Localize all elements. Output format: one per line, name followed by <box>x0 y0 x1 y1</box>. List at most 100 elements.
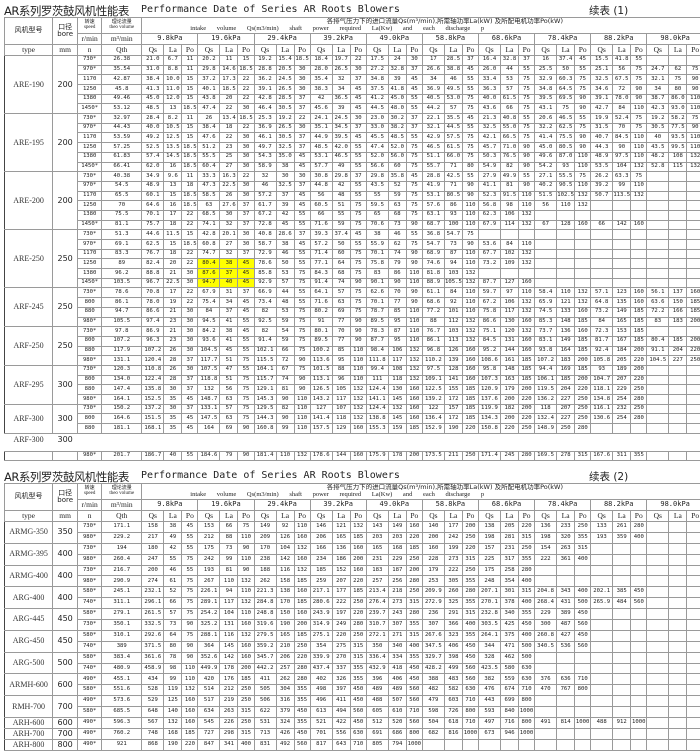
po-value: 220 <box>182 739 198 750</box>
qs-value: 166 <box>310 543 332 554</box>
qs-value: 126.5 <box>310 385 332 395</box>
qs-value: 42.1 <box>478 133 500 143</box>
la-value: 582 <box>444 685 462 696</box>
po-value: 355 <box>519 609 535 620</box>
column-qs: Qs <box>254 510 276 521</box>
po-value: 75 <box>631 114 647 124</box>
qs-value: 42.7 <box>591 104 613 114</box>
description-en: intake volume Qs(m3/min) shaft power req… <box>146 491 700 498</box>
po-value: 315 <box>575 451 591 461</box>
po-value: 30 <box>182 317 198 327</box>
po-value: 250 <box>575 404 591 414</box>
qs-value: 340.5 <box>535 641 557 652</box>
po-value: 160 <box>350 565 366 576</box>
qs-value <box>591 576 613 587</box>
po-value: 55 <box>406 133 422 143</box>
po-value: 18.5 <box>294 55 310 65</box>
po-value <box>687 220 700 230</box>
la-value: 80 <box>669 85 687 95</box>
po-value: 45 <box>462 114 478 124</box>
po-value: 200 <box>575 375 591 385</box>
qs-value: 66 <box>310 210 332 220</box>
la-value: 431 <box>557 598 575 609</box>
la-value: 231 <box>501 543 519 554</box>
la-value: 117 <box>220 598 238 609</box>
po-value: 75 <box>350 269 366 279</box>
po-value <box>575 240 591 250</box>
la-value <box>669 259 687 269</box>
po-value: 160 <box>687 288 700 298</box>
la-value <box>669 521 687 532</box>
po-value: 185 <box>238 674 254 685</box>
speed-value: 980* <box>78 317 102 327</box>
po-value <box>631 230 647 240</box>
po-value: 75 <box>182 630 198 641</box>
qs-value: 66 <box>591 220 613 230</box>
pressure-header: 98.0kPa <box>647 499 700 510</box>
qs-value: 86.1 <box>422 336 444 346</box>
la-value: 22.5 <box>164 278 182 288</box>
po-value: 110 <box>631 133 647 143</box>
po-value: 200 <box>687 336 700 346</box>
la-value: 326 <box>332 674 350 685</box>
la-value: 165 <box>276 630 294 641</box>
qs-value <box>535 728 557 739</box>
qs-value: 107.2 <box>535 356 557 366</box>
po-value: 110 <box>350 365 366 375</box>
qs-value: 104.1 <box>254 365 276 375</box>
po-value: 75 <box>519 94 535 104</box>
la-value: 220 <box>332 630 350 641</box>
model-type: ARF-250 <box>5 327 53 366</box>
pressure-header: 98.0kPa <box>647 33 700 44</box>
po-value: 37 <box>182 356 198 366</box>
po-value: 55 <box>462 75 478 85</box>
po-value: 22 <box>238 94 254 104</box>
qs-value <box>591 269 613 279</box>
po-value: 55 <box>462 123 478 133</box>
qs-value: 70.1 <box>142 210 164 220</box>
speed-value: 970* <box>78 181 102 191</box>
po-value: 45 <box>575 55 591 65</box>
la-value: 57 <box>444 104 462 114</box>
qs-value: 134.3 <box>478 414 500 424</box>
la-value: 38.8 <box>444 65 462 75</box>
qth-value: 921 <box>102 739 142 750</box>
la-value <box>669 696 687 707</box>
la-value: 603 <box>444 696 462 707</box>
po-value: 315 <box>462 554 478 565</box>
la-value: 87 <box>444 249 462 259</box>
qs-value: 350 <box>366 641 388 652</box>
la-value: 49.9 <box>501 172 519 182</box>
speed-value: 1450* <box>78 162 102 172</box>
po-value: 45 <box>238 298 254 308</box>
column-la: La <box>164 510 182 521</box>
po-value: 132 <box>294 451 310 461</box>
po-value: 160 <box>350 543 366 554</box>
qs-value: 303.5 <box>478 619 500 630</box>
la-value: 12.0 <box>164 94 182 104</box>
po-value: 22 <box>350 55 366 65</box>
column-po: Po <box>350 44 366 55</box>
qs-value: 171.4 <box>478 451 500 461</box>
po-value: 220 <box>350 576 366 587</box>
po-value: 160 <box>182 696 198 707</box>
speed-value: 1170 <box>78 249 102 259</box>
po-value: 90 <box>406 259 422 269</box>
qs-value: 314.9 <box>310 619 332 630</box>
qs-value: 25.1 <box>591 65 613 75</box>
speed-value: 800 <box>78 414 102 424</box>
la-value: 14.6 <box>220 65 238 75</box>
po-value: 160 <box>406 404 422 414</box>
qs-value: 97.4 <box>142 317 164 327</box>
qs-value: 238 <box>254 554 276 565</box>
po-value: 22 <box>238 123 254 133</box>
la-value: 375 <box>501 630 519 641</box>
qs-value: 175 <box>478 565 500 576</box>
continued-label: 续表 (2) <box>589 469 628 484</box>
la-value: 337 <box>332 663 350 674</box>
po-value <box>687 619 700 630</box>
la-value: 291 <box>444 609 462 620</box>
la-value: 580 <box>501 663 519 674</box>
